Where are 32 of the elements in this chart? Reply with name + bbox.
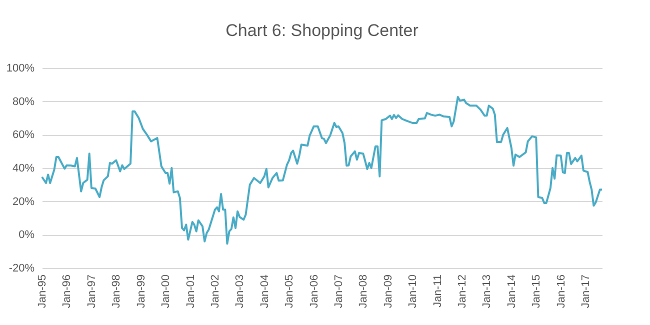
x-tick-label: Jan-10: [407, 274, 420, 308]
y-tick-label: 80%: [12, 96, 35, 108]
x-tick-label: Jan-98: [110, 274, 123, 308]
x-tick-label: Jan-01: [184, 274, 197, 308]
x-tick-label: Jan-99: [135, 274, 148, 308]
x-tick-label: Jan-16: [555, 274, 568, 308]
x-tick-label: Jan-09: [382, 274, 394, 308]
x-tick-label: Jan-02: [209, 274, 222, 308]
x-tick-label: Jan-14: [506, 274, 518, 308]
x-tick-label: Jan-95: [36, 274, 48, 308]
y-tick-label: 60%: [12, 129, 35, 142]
x-tick-label: Jan-06: [308, 274, 320, 308]
y-tick-label: 0%: [18, 229, 35, 242]
x-tick-label: Jan-97: [86, 274, 98, 308]
x-tick-label: Jan-12: [456, 274, 468, 308]
x-tick-label: Jan-04: [258, 274, 271, 308]
y-tick-label: 100%: [6, 62, 35, 74]
x-tick-label: Jan-05: [284, 274, 296, 308]
line-series: [41, 96, 603, 245]
chart-title: Chart 6: Shopping Center: [226, 21, 419, 40]
x-tick-label: Jan-15: [530, 274, 543, 308]
y-tick-label: 20%: [12, 196, 35, 208]
x-tick-label: Jan-11: [432, 274, 444, 308]
x-tick-label: Jan-07: [332, 274, 345, 308]
x-tick-label: Jan-13: [481, 274, 494, 308]
x-tick-label: Jan-96: [61, 274, 74, 308]
x-tick-label: Jan-08: [358, 274, 370, 308]
x-tick-label: Jan-00: [160, 274, 172, 308]
x-tick-label: Jan-17: [580, 274, 592, 308]
y-tick-label: 40%: [12, 162, 35, 174]
y-tick-label: -20%: [8, 262, 35, 274]
x-tick-label: Jan-03: [234, 274, 246, 308]
